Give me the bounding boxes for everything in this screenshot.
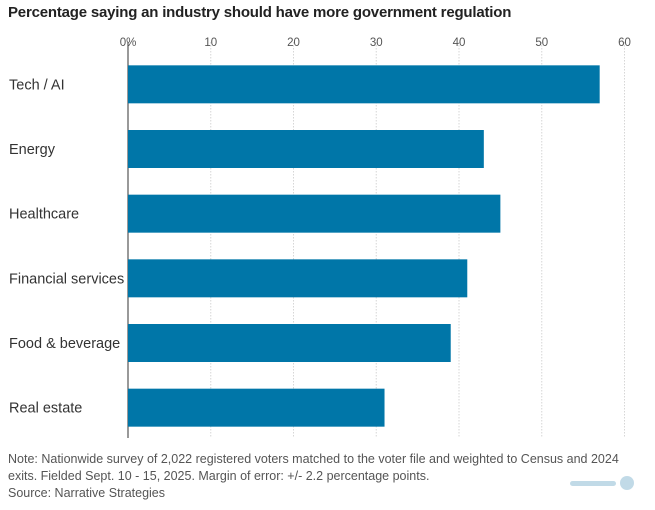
chart-note: Note: Nationwide survey of 2,022 registe… [8,452,619,483]
bar [128,324,451,362]
x-tick-label: 20 [287,37,300,49]
bar [128,130,484,168]
chart-title: Percentage saying an industry should hav… [8,4,512,21]
bar-chart: 0% 10 20 30 40 50 60 Tech / AI Energy Healthcare F… [9,37,631,438]
category-label: Healthcare [9,207,79,223]
x-tick-label: 0% [120,37,137,49]
x-tick-label: 50 [535,37,548,49]
bar [128,388,385,427]
x-tick-label: 10 [204,37,217,49]
x-tick-label: 40 [453,37,466,49]
bar [128,194,501,233]
category-label: Financial services [9,271,124,287]
chart-source: Source: Narrative Strategies [8,486,166,500]
category-label: Energy [9,142,56,158]
category-label: Tech / AI [9,77,65,93]
bar [128,259,468,298]
x-tick-label: 30 [370,37,383,49]
category-label: Food & beverage [9,336,120,352]
bar [128,65,600,104]
watermark-logo-icon [570,474,636,492]
category-label: Real estate [9,401,82,417]
x-tick-label: 60 [618,37,631,49]
